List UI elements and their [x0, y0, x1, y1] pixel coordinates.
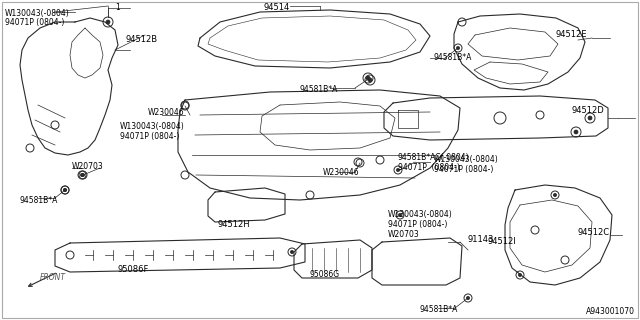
Text: 94071P (0804-): 94071P (0804-)	[5, 18, 65, 27]
Circle shape	[456, 46, 460, 50]
Circle shape	[63, 188, 67, 192]
Circle shape	[81, 173, 84, 177]
Circle shape	[467, 296, 470, 300]
Text: 94512I: 94512I	[488, 237, 516, 246]
Circle shape	[106, 20, 110, 24]
Circle shape	[398, 213, 402, 217]
Circle shape	[63, 188, 67, 192]
Text: 94512B: 94512B	[125, 35, 157, 44]
Text: 94581B*AC(-0804): 94581B*AC(-0804)	[398, 153, 470, 162]
Text: W20703: W20703	[72, 162, 104, 171]
Text: 94071P (0804-): 94071P (0804-)	[388, 220, 447, 229]
Text: W20703: W20703	[388, 230, 420, 239]
Circle shape	[574, 130, 578, 134]
Text: 94071P  (0804-): 94071P (0804-)	[398, 163, 460, 172]
Circle shape	[368, 78, 372, 82]
Circle shape	[396, 168, 399, 172]
Text: W130043(-0804): W130043(-0804)	[388, 210, 452, 219]
Circle shape	[81, 173, 84, 177]
Text: W130043(-0804): W130043(-0804)	[120, 122, 185, 131]
Text: 94512E: 94512E	[555, 30, 586, 39]
Text: 95086F: 95086F	[118, 265, 149, 274]
Text: 94512D: 94512D	[572, 106, 605, 115]
Text: 94581B*A: 94581B*A	[434, 53, 472, 62]
Text: 94581B*A: 94581B*A	[300, 85, 339, 94]
Circle shape	[554, 193, 557, 196]
Text: 1: 1	[115, 3, 120, 12]
Circle shape	[588, 116, 592, 120]
Text: W230046: W230046	[323, 168, 360, 177]
Text: 94512C: 94512C	[578, 228, 610, 237]
Text: 94514: 94514	[264, 3, 291, 12]
Circle shape	[291, 250, 294, 253]
Text: 94512H: 94512H	[218, 220, 251, 229]
Circle shape	[366, 76, 370, 80]
Text: W130043(-0804): W130043(-0804)	[5, 9, 70, 18]
Text: A943001070: A943001070	[586, 307, 635, 316]
Text: 95086G: 95086G	[310, 270, 340, 279]
Text: W230046: W230046	[148, 108, 184, 117]
Text: 94071P (0804-): 94071P (0804-)	[434, 165, 493, 174]
Text: 94581B*A: 94581B*A	[420, 305, 458, 314]
Text: 94071P (0804-): 94071P (0804-)	[120, 132, 179, 141]
Circle shape	[518, 273, 522, 276]
Text: W130043(-0804): W130043(-0804)	[434, 155, 499, 164]
Text: 94581B*A: 94581B*A	[20, 196, 58, 205]
Text: FRONT: FRONT	[40, 274, 66, 283]
Text: 91143: 91143	[468, 235, 494, 244]
